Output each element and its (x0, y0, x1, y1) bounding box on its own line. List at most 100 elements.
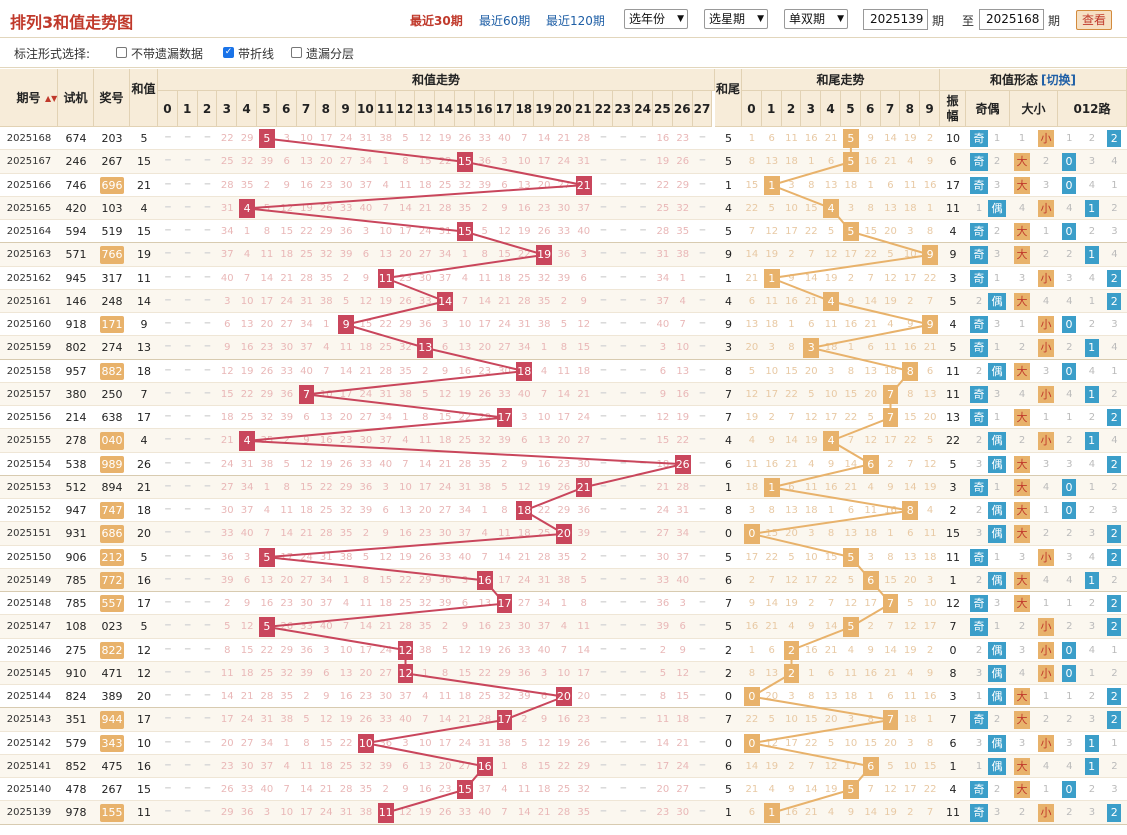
size-badge: 小 (1038, 385, 1054, 403)
miss-cell: ━ (165, 574, 171, 585)
week-select[interactable]: 选星期 ▼ (704, 9, 768, 29)
miss-cell: 4 (422, 691, 429, 702)
size-miss: 1 (1042, 505, 1050, 516)
miss-cell: 34 (656, 272, 670, 284)
tail-miss-cell: 20 (804, 365, 818, 377)
miss-cell: 6 (323, 667, 330, 679)
tail-miss-cell: 8 (827, 528, 835, 540)
to-issue-input[interactable]: 2025168 (979, 9, 1044, 30)
miss-cell: 13 (260, 574, 274, 586)
miss-cell: 36 (339, 226, 353, 237)
switch-link[interactable]: [切换] (1041, 73, 1076, 87)
tail-hit-cell: 5 (843, 222, 859, 242)
tail-miss-cell: 8 (788, 342, 795, 354)
trial-cell: 785 (65, 573, 87, 587)
miss-cell: ━ (640, 226, 646, 236)
miss-cell: 25 (458, 435, 472, 447)
miss-cell: 13 (418, 760, 432, 772)
miss-cell: 28 (438, 202, 452, 214)
amp-cell: 12 (946, 597, 960, 610)
miss-cell: ━ (620, 621, 626, 632)
miss-cell: ━ (184, 481, 191, 492)
miss-cell: ━ (165, 133, 171, 143)
tail-miss-cell: 6 (827, 667, 835, 679)
checkbox-no-miss[interactable] (116, 47, 127, 58)
miss-cell: 23 (498, 621, 511, 633)
size-badge: 大 (1014, 688, 1030, 706)
tail-cell: 5 (725, 132, 732, 145)
size-badge: 大 (1014, 223, 1030, 241)
miss-cell: 27 (557, 179, 571, 191)
miss-cell: 34 (300, 319, 313, 330)
tail-miss-cell: 2 (788, 249, 795, 261)
miss-cell: 1 (263, 481, 271, 493)
size-badge: 小 (1038, 641, 1054, 659)
tail-miss-cell: 9 (847, 295, 855, 307)
miss-cell: 1 (540, 342, 548, 354)
parity-select[interactable]: 单双期 ▼ (784, 9, 848, 29)
miss-cell: ━ (699, 644, 706, 655)
tail-miss-cell: 11 (765, 295, 779, 307)
tail-miss-cell: 14 (884, 133, 897, 144)
issue-cell: 2025151 (6, 528, 52, 540)
year-select[interactable]: 选年份 ▼ (624, 9, 688, 29)
tail-miss-cell: 4 (847, 644, 855, 656)
tail-miss-cell: 6 (907, 528, 914, 540)
tail-miss-cell: 7 (847, 435, 855, 447)
miss-cell: 17 (339, 388, 353, 400)
miss-cell: 28 (478, 714, 492, 726)
odd-even-badge: 奇 (970, 130, 988, 148)
miss-cell: ━ (165, 644, 171, 655)
tail-miss-cell: 2 (847, 272, 855, 284)
recent-30-link[interactable]: 最近30期 (410, 14, 463, 28)
from-issue-input[interactable]: 2025139 (863, 9, 928, 30)
sum-cell: 4 (140, 201, 148, 215)
road-miss: 2 (1066, 807, 1073, 819)
miss-cell: ━ (640, 667, 646, 678)
miss-cell: 19 (319, 458, 333, 470)
sort-icon[interactable]: ▲▼ (45, 94, 58, 103)
miss-cell: ━ (184, 365, 191, 376)
recent-60-link[interactable]: 最近60期 (479, 14, 531, 28)
miss-cell: 37 (458, 528, 472, 540)
miss-cell: 14 (656, 737, 670, 749)
award-cell: 557 (100, 595, 124, 613)
miss-cell: ━ (184, 295, 191, 306)
size-miss: 3 (1042, 179, 1050, 191)
recent-120-link[interactable]: 最近120期 (546, 14, 605, 28)
miss-cell: ━ (640, 691, 646, 701)
miss-cell: 34 (458, 505, 472, 516)
miss-cell: ━ (600, 156, 607, 167)
miss-cell: 24 (676, 760, 690, 772)
checkbox-layer[interactable] (291, 47, 302, 58)
miss-cell: 39 (359, 505, 373, 516)
tail-cell: 5 (725, 550, 732, 564)
miss-cell: 37 (478, 784, 492, 795)
miss-cell: ━ (165, 319, 171, 329)
award-cell: 267 (101, 155, 123, 169)
tail-miss-cell: 5 (847, 574, 855, 586)
tail-miss-cell: 3 (808, 528, 815, 540)
miss-cell: ━ (600, 574, 607, 585)
miss-cell: 31 (339, 807, 353, 819)
miss-cell: 16 (260, 598, 274, 609)
miss-cell: 21 (359, 365, 373, 377)
miss-cell: 10 (319, 388, 333, 400)
tail-miss-cell: 8 (887, 551, 894, 563)
checkbox-line[interactable]: ✓ (223, 47, 234, 58)
view-button[interactable]: 查看 (1076, 10, 1112, 30)
miss-cell: 40 (517, 388, 531, 400)
road-miss: 2 (1111, 388, 1118, 400)
miss-cell: 29 (399, 319, 412, 330)
miss-cell: 34 (319, 574, 333, 586)
miss-cell: ━ (165, 598, 171, 608)
tail-miss-cell: 13 (765, 667, 779, 679)
trial-cell: 278 (65, 434, 87, 448)
option-line-label: 带折线 (238, 47, 275, 61)
header-issue: 期号 (0, 69, 58, 127)
award-cell: 171 (100, 316, 124, 334)
tail-miss-cell: 14 (884, 644, 897, 656)
tail-miss-cell: 9 (808, 621, 815, 633)
road-miss: 4 (1088, 179, 1096, 191)
issue-cell: 2025160 (6, 319, 52, 330)
